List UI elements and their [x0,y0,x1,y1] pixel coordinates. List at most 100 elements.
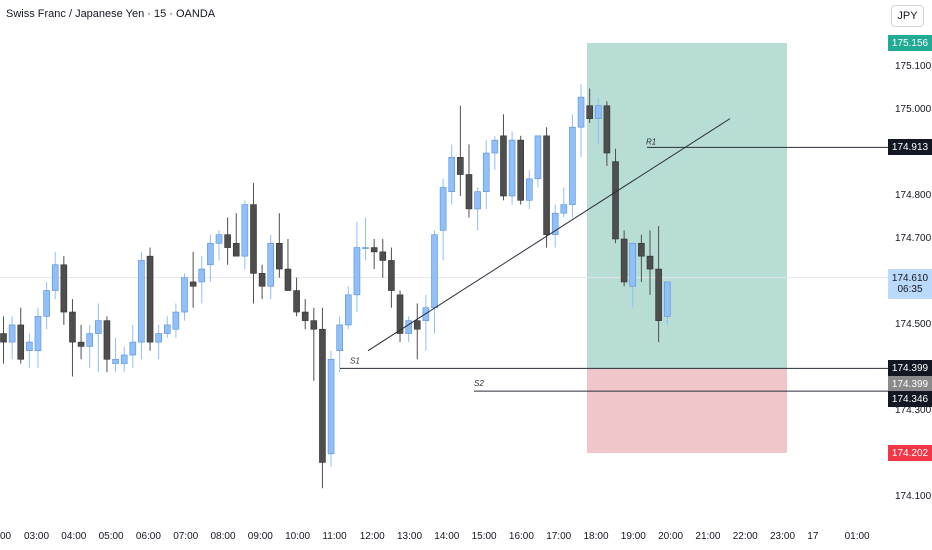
time-tick-label: 17:00 [546,531,572,542]
time-tick-label: 15:00 [471,531,497,542]
candle [422,294,430,351]
candle [500,114,507,201]
candle-body [620,238,628,283]
time-tick-label: 12:00 [359,531,385,542]
candle-body [250,204,257,274]
candle-body [198,268,206,283]
candle [146,247,154,351]
candle [17,307,25,364]
currency-button[interactable]: JPY [891,5,924,27]
candle-body [612,161,619,240]
candle-body [276,242,283,270]
time-tick-label: 09:00 [247,531,273,542]
candle-body [319,328,326,463]
candle-body [534,135,542,180]
time-tick-label: 13:00 [397,531,423,542]
candle [569,114,576,218]
candle-body [405,320,412,334]
candle [491,135,499,171]
candle [284,238,292,291]
candle [526,170,533,209]
candle-body [327,359,335,455]
candle [482,140,490,209]
candle-body [586,105,593,119]
price-tick-label: 175.000 [895,104,932,116]
candle [276,213,283,278]
candle-body [69,311,76,343]
candle-body [491,139,499,154]
candle-body [663,281,671,317]
time-tick-label: 04:00 [61,531,87,542]
price-tick-label: 174.100 [895,490,932,502]
candle-body [26,341,33,352]
candle-body [284,268,292,291]
candle-body [603,105,611,154]
candle-body [232,242,240,257]
candle-body [51,264,59,291]
candle-series [0,84,671,489]
current-price-label: 174.610 06:35 [888,268,932,299]
price-tick-label: 174.800 [895,189,932,201]
candle-body [413,320,421,330]
candle-body [120,354,128,364]
candle [663,281,671,325]
candle-body [482,152,490,193]
candle-body [370,247,378,253]
candle [655,226,662,343]
candle-body [95,320,102,334]
candle-body [388,260,395,291]
candle [241,200,249,270]
candle [60,256,68,325]
candle-body [465,174,473,210]
candle [86,324,93,368]
candle [474,187,481,231]
price-tick-label: 174.700 [895,232,932,244]
time-tick-label: 00 [0,531,12,542]
trendline[interactable] [367,118,731,352]
candle [543,127,550,248]
candle [267,234,275,300]
candle-body [560,204,568,214]
time-tick-label: 16:00 [508,531,534,542]
candle-body [103,320,111,360]
candle [43,281,50,330]
candle [232,213,240,257]
candle [155,324,162,360]
time-tick-label: 11:00 [322,531,347,542]
candle [250,183,257,304]
time-tick-label: 10:00 [285,531,311,542]
candle-body [526,178,533,201]
candle-body [362,247,369,249]
level-lines [340,146,888,392]
candle [163,316,171,338]
candle-body [448,157,456,193]
loss-zone [587,368,787,453]
candle [69,299,76,377]
candle [34,307,42,368]
time-tick-label: 05:00 [98,531,124,542]
candle-body [431,234,438,309]
candle [129,324,137,368]
candle [336,316,343,373]
chart-title: Swiss Franc / Japanese Yen · 15 · OANDA [6,8,216,20]
candle [293,277,300,317]
price-tick-label: 175.100 [895,61,932,73]
candle [189,251,197,308]
time-tick-label: 21:00 [695,531,721,542]
candle [224,217,231,265]
s2-price-label: 174.346 [888,391,932,408]
candle [258,264,266,300]
candle-body [569,126,576,205]
time-tick-label: 06:00 [135,531,161,542]
candle-body [457,157,464,175]
candle-body [577,96,585,128]
candle [353,221,361,313]
candle-body [629,242,637,287]
candle-body [646,255,654,270]
level-label-r1: R1 [646,137,656,146]
candle-body [224,234,231,248]
profit-zone [587,43,787,369]
stop-price-label: 174.202 [888,445,932,461]
candle-body [43,290,50,317]
